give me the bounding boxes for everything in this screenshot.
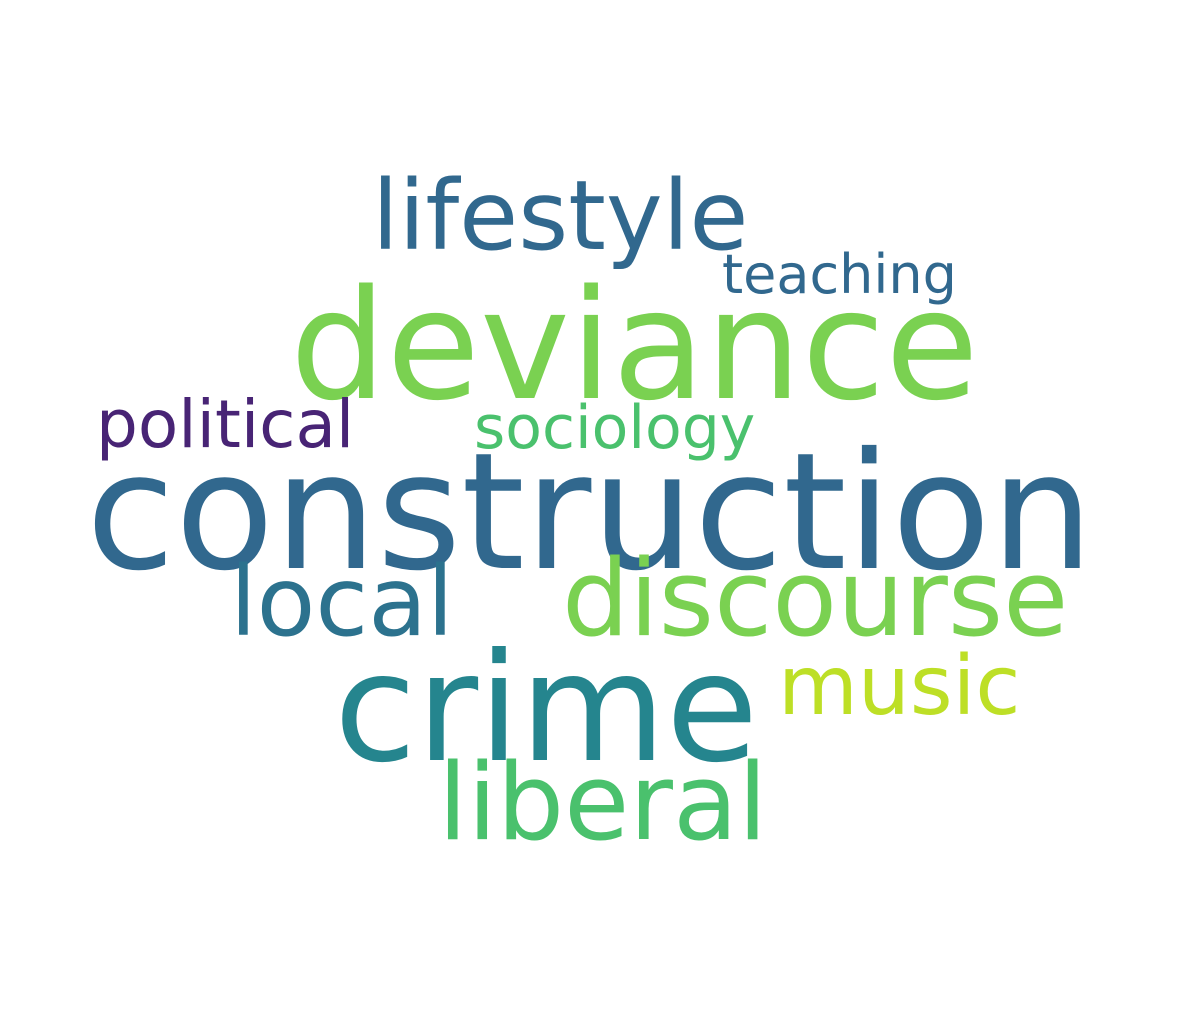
word-crime: crime [334,622,759,796]
word-discourse: discourse [562,537,1069,660]
word-teaching: teaching [722,243,957,306]
word-deviance: deviance [290,257,979,434]
word-political: political [96,386,355,463]
word-liberal: liberal [438,741,768,864]
word-sociology: sociology [474,393,756,463]
word-local: local [230,546,454,658]
word-music: music [778,639,1021,734]
word-construction: construction [86,419,1094,607]
word-lifestyle: lifestyle [372,160,749,272]
